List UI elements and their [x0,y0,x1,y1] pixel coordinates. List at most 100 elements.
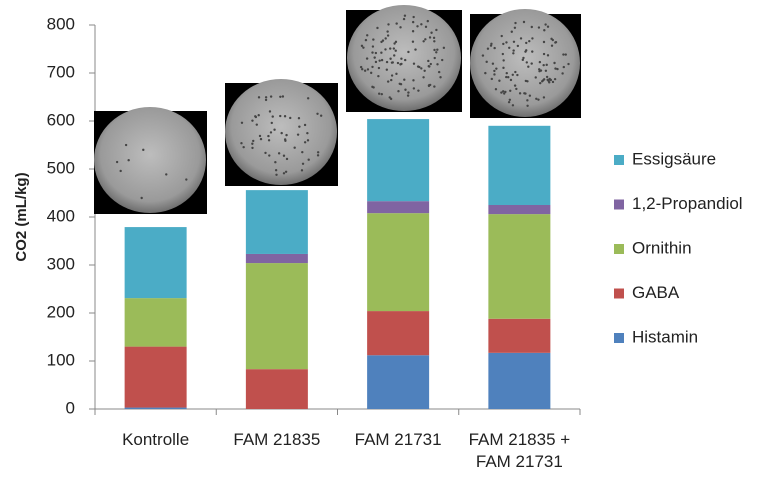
photo-dot [505,41,508,44]
photo-dot [549,78,553,82]
photo-dot [284,170,288,173]
photo-dot [508,98,512,101]
photo-dot [547,79,550,83]
photo-dot [484,71,487,75]
photo-dot [264,96,268,99]
photo-dot [251,146,254,150]
photo-dot [240,121,244,125]
photo-dot [420,67,423,70]
photo-dot [442,46,446,50]
photo-dot [400,57,403,60]
photo-dot [293,146,296,149]
y-tick-label: 500 [47,158,75,177]
photo-dot [274,169,278,172]
photo-dot [524,92,527,95]
photo-dot [124,143,128,147]
photo-dot [435,28,438,32]
photo-dot [371,65,374,69]
photo-dot [511,104,515,107]
photo-dot [268,110,272,113]
photo-dot [417,89,420,92]
photo-dot [513,84,517,87]
photo-dot [385,68,389,71]
photo-dot [542,52,546,56]
photo-dot [433,85,436,88]
photo-dot [303,123,307,127]
photo-dot [377,74,380,78]
photo-dot [538,60,542,64]
photo-dot [277,152,281,155]
photo-dot [501,90,505,93]
y-tick-label: 200 [47,302,75,321]
photo-dot [526,104,529,107]
legend-label: Histamin [632,327,698,346]
photo-dot [562,53,565,56]
photo-dot [428,36,432,39]
y-tick-label: 700 [47,62,75,81]
photo-dot [412,62,416,65]
photo-dot [411,30,415,33]
photo-dot [301,162,305,165]
photo-dot [372,86,375,89]
photo-dot [530,25,533,29]
photo-dot [257,96,261,99]
photo-dot [271,115,274,118]
photo-dot [316,112,319,115]
legend-swatch [614,288,624,299]
photo-dot [411,40,415,43]
y-tick-label: 100 [47,350,75,369]
photo-dot [546,25,550,28]
photo-dot [439,76,442,79]
photo [346,5,462,112]
photo-dot [365,57,369,60]
photo-dot [301,150,304,154]
photo-dot [542,96,546,99]
photo-dot [252,139,255,143]
photo-dot [282,154,286,157]
photo-dot [414,48,417,51]
photo-dot [374,51,378,55]
photo-dot [524,79,528,83]
photo-dot [359,65,363,69]
photo-dot [306,131,309,135]
photo-dot [411,20,415,24]
photo-dot [426,19,429,23]
photo-dot [386,80,390,83]
photo-dot [527,65,530,68]
photo-dot [501,52,505,56]
photo-dot [394,40,398,44]
photo-dot [553,61,556,65]
photo-dot [416,25,419,28]
photo [470,9,581,118]
photo-dot [528,39,531,43]
photo-dot [436,48,439,51]
photo-dot [534,76,537,79]
photo-dot [259,137,263,141]
photo-dot [279,95,282,98]
photo-dot [363,69,367,72]
photo-dot [567,62,570,66]
photo-dot [500,34,503,38]
bar-segment [245,369,308,409]
photo-dot [545,75,549,79]
photo-dot [537,98,540,101]
bar-segment [367,311,430,356]
photo-dot [494,87,498,91]
photo-dot [268,154,271,157]
photo-dot [275,173,278,176]
photo-dot [366,68,370,71]
photo-dot [306,139,310,142]
bar-segment [488,214,551,319]
legend-swatch [614,333,624,343]
photo-dot [240,142,243,145]
photo-dot [429,62,432,66]
photo-dot [185,178,188,181]
photo-dot [505,71,508,75]
photo-dot [384,48,387,51]
photo-dot [282,172,286,175]
photo-dot [386,30,389,33]
photo-dot [390,78,393,82]
photo-dot [274,161,277,164]
photo-dot [486,47,490,50]
